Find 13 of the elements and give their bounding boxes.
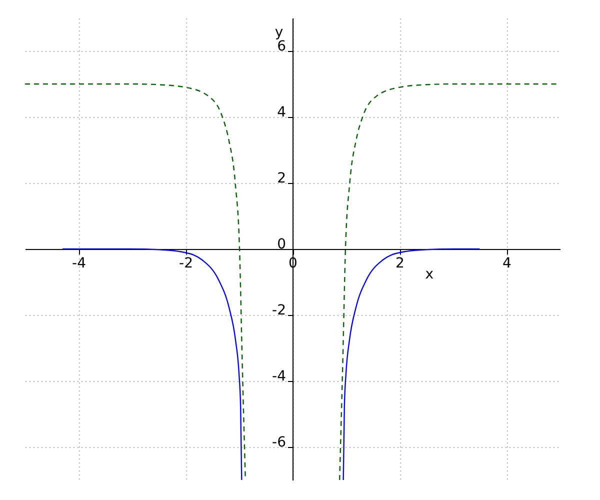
y-tick-label: 0 [277, 236, 286, 252]
x-tick-label: 2 [396, 256, 404, 272]
x-tick-label: -4 [72, 256, 86, 272]
x-tick-label: 4 [502, 256, 512, 272]
x-axis-title: x [425, 266, 434, 282]
y-tick-label: -6 [272, 434, 286, 450]
y-tick-label: 4 [277, 104, 286, 120]
y-axis-title: y [274, 24, 284, 40]
y-tick-label: 2 [277, 170, 286, 186]
y-tick-label: 6 [277, 38, 286, 54]
y-tick-label: -2 [272, 302, 286, 318]
x-tick-label: -2 [179, 256, 193, 272]
y-tick-label: -4 [272, 368, 286, 384]
